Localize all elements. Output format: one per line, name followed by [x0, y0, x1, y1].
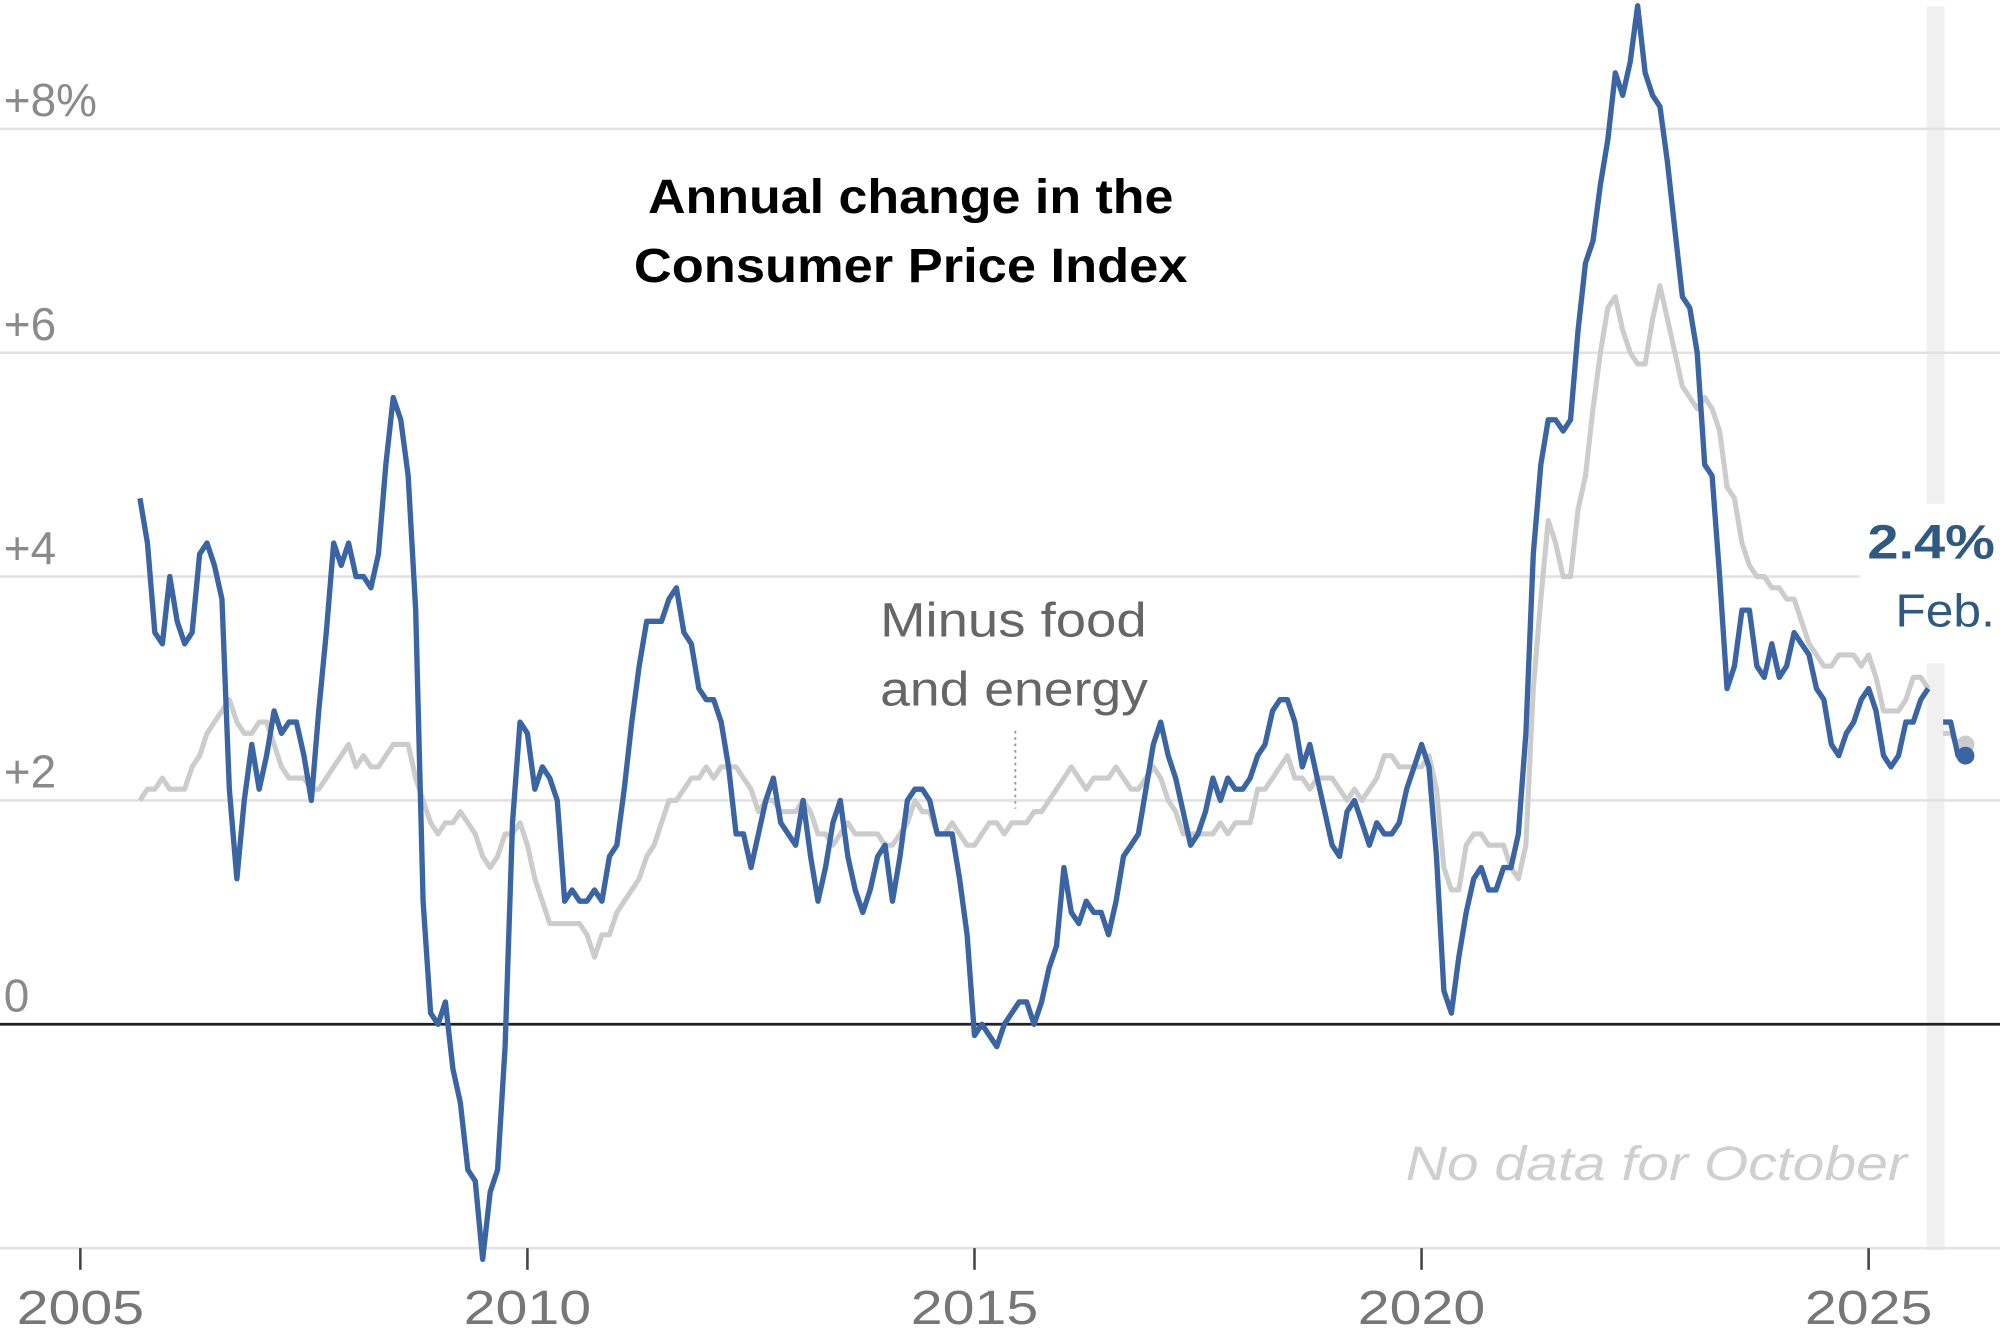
gap-band-lower	[1926, 663, 1945, 1251]
y-tick-label: +6	[4, 298, 56, 350]
gridlines	[0, 127, 2000, 1250]
core-series-label-line-1: Minus food	[880, 594, 1147, 648]
end-value-label: 2.4%	[1867, 516, 1995, 570]
x-axis: 2005 2010 2015 2020 2025	[17, 1248, 1933, 1333]
y-tick-label: 0	[4, 970, 30, 1022]
core-series-label-line-2: and energy	[880, 662, 1149, 716]
series-lines	[137, 3, 1975, 1263]
x-tick-label: 2010	[464, 1281, 592, 1333]
y-tick-label: +8%	[4, 74, 97, 126]
headline-latest-point	[1956, 746, 1975, 765]
chart-title-line-1: Annual change in the	[648, 170, 1174, 224]
x-tick-label: 2015	[911, 1281, 1039, 1333]
gap-band-upper	[1926, 6, 1945, 504]
y-tick-label: +4	[4, 522, 56, 574]
y-tick-label: +2	[4, 746, 56, 798]
no-data-note: No data for October	[1406, 1137, 1909, 1191]
end-month-label: Feb.	[1895, 584, 1994, 636]
y-axis-labels: +8% +6 +4 +2 0	[4, 74, 97, 1021]
x-tick-label: 2025	[1805, 1281, 1933, 1333]
x-tick-label: 2005	[17, 1281, 145, 1333]
x-tick-label: 2020	[1358, 1281, 1486, 1333]
chart-title-line-2: Consumer Price Index	[634, 239, 1188, 293]
no-data-gap-band	[1926, 6, 1945, 1251]
